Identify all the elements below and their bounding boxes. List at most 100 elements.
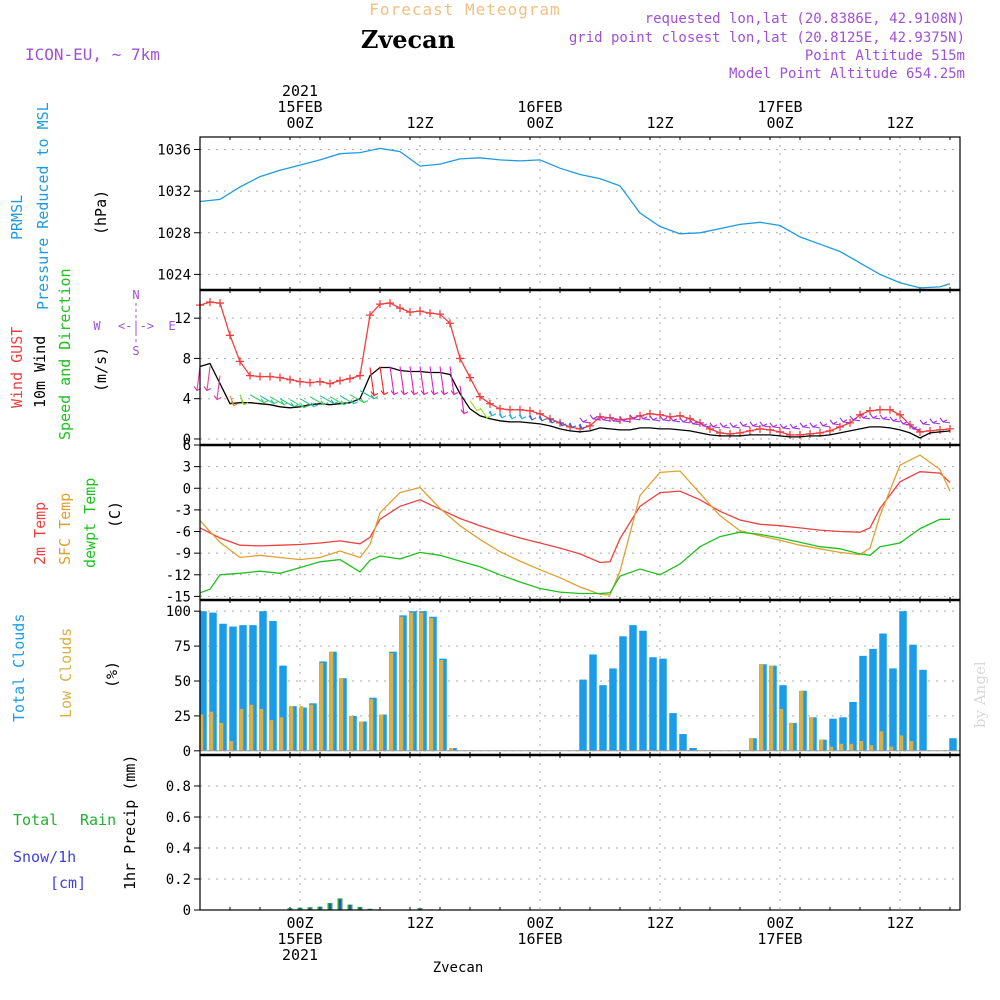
- y-tick-label: -3: [174, 503, 191, 519]
- wind-arrow: [619, 416, 631, 423]
- y-tick-label: 0.4: [166, 841, 191, 857]
- gust-marker: [316, 377, 324, 386]
- wind-arrow: [508, 413, 517, 420]
- cloud-labels: Total Clouds Low Clouds (%): [10, 614, 121, 722]
- wind-arrow: [719, 422, 731, 429]
- top-time-label: 17FEB: [757, 98, 802, 116]
- wind-arrow: [419, 366, 429, 396]
- y-tick-label: 0.6: [166, 810, 191, 826]
- bottom-time-label: 2021: [282, 946, 318, 964]
- cloud-bar-total: [229, 626, 237, 751]
- precip-bar-snow: [319, 906, 321, 910]
- gust-marker: [226, 331, 234, 340]
- cloud-bar-total: [279, 665, 287, 751]
- cloud-bar-low: [389, 653, 394, 751]
- cloud-bar-low: [289, 706, 294, 751]
- cloud-bar-low: [199, 714, 204, 751]
- gust-marker: [336, 376, 344, 385]
- y-tick-label: 75: [174, 639, 191, 655]
- cloud-bar-low: [379, 714, 384, 751]
- pressure-labels: PRMSL Pressure Reduced to MSL (hPa): [8, 102, 110, 310]
- plot-layer: 102410281032103604812-15-12-9-6-30360255…: [157, 82, 961, 964]
- compass-row: <-|->: [118, 319, 154, 333]
- cloud-bar-total: [629, 625, 637, 751]
- gust-marker: [786, 430, 794, 439]
- wind-arrow: [279, 398, 299, 408]
- gust-marker: [856, 410, 864, 419]
- gust-marker: [456, 354, 464, 363]
- top-time-label: 2021: [282, 82, 318, 100]
- gust-marker: [516, 405, 524, 414]
- y-tick-label: 12: [174, 311, 191, 327]
- series-line-prmsl: [199, 147, 951, 289]
- wind-label: 10m Wind: [31, 336, 49, 408]
- wind-arrow: [349, 394, 369, 404]
- gust-label: Wind GUST: [8, 327, 26, 408]
- gust-marker: [876, 405, 884, 414]
- wind-arrow: [203, 366, 212, 392]
- snow-label: Snow/1h: [13, 848, 76, 866]
- wind-arrow: [769, 422, 781, 429]
- wind-unit: (m/s): [92, 347, 110, 392]
- wind-arrow: [459, 385, 469, 415]
- bottom-time-label: 00Z: [766, 914, 793, 932]
- y-tick-label: -9: [174, 546, 191, 562]
- top-time-label: 15FEB: [277, 98, 322, 116]
- y-tick-label: 1032: [157, 184, 191, 200]
- wind-arrow: [579, 417, 591, 424]
- wind-dir-label: Speed and Direction: [56, 268, 74, 440]
- cloud-bar-low: [899, 735, 904, 751]
- gust-marker: [296, 377, 304, 386]
- cloud-bar-low: [859, 741, 864, 751]
- gust-marker: [656, 410, 664, 419]
- gust-marker: [766, 425, 774, 434]
- wind-arrow: [759, 421, 771, 428]
- y-tick-label: 1036: [157, 142, 191, 158]
- cloud-bar-total: [579, 679, 587, 751]
- gust-marker: [866, 406, 874, 415]
- cloud-bar-low: [299, 706, 304, 751]
- cloud-bar-low: [219, 722, 224, 751]
- cloud-bar-low: [429, 618, 434, 751]
- gust-marker: [306, 378, 314, 387]
- wind-arrow: [399, 366, 409, 396]
- wind-arrow: [809, 422, 821, 429]
- gust-marker: [216, 299, 224, 308]
- wind-arrow: [249, 394, 269, 404]
- precip-unit: 1hr Precip (mm): [121, 755, 139, 890]
- y-tick-label: 25: [174, 709, 191, 725]
- wind-arrow: [689, 419, 701, 426]
- cloud-bar-total: [869, 648, 877, 751]
- gust-marker: [396, 304, 404, 313]
- gust-marker: [356, 371, 364, 380]
- compass-w: W: [93, 319, 101, 333]
- wind-arrow: [269, 396, 289, 406]
- wind-arrow: [389, 366, 399, 396]
- precip-bar-snow: [289, 908, 291, 910]
- gust-marker: [386, 299, 394, 308]
- wind-arrow: [469, 400, 482, 412]
- cloud-bar-total: [219, 623, 227, 751]
- cloud-bar-total: [259, 611, 267, 751]
- cloud-bar-low: [269, 720, 274, 751]
- wind-arrow: [369, 367, 379, 397]
- gust-marker: [836, 422, 844, 431]
- bottom-time-label: 00Z: [526, 914, 553, 932]
- wind-arrow: [749, 421, 761, 428]
- wind-arrow: [449, 366, 459, 396]
- gust-marker: [466, 373, 474, 382]
- compass-s: S: [132, 344, 139, 358]
- cloud-bar-total: [859, 655, 867, 751]
- wind-arrow: [889, 416, 901, 423]
- cloud-bar-low: [449, 748, 454, 751]
- cloud-bar-low: [409, 612, 414, 751]
- cloud-bar-low: [769, 665, 774, 751]
- series-line-dewpt-temp: [199, 518, 950, 595]
- cloud-bar-total: [909, 644, 917, 751]
- temp-unit: (C): [106, 501, 124, 528]
- series-line-wind-gust: [199, 301, 951, 436]
- y-tick-label: 1028: [157, 226, 191, 242]
- cloud-bar-total: [839, 717, 847, 751]
- wind-arrow: [799, 422, 811, 429]
